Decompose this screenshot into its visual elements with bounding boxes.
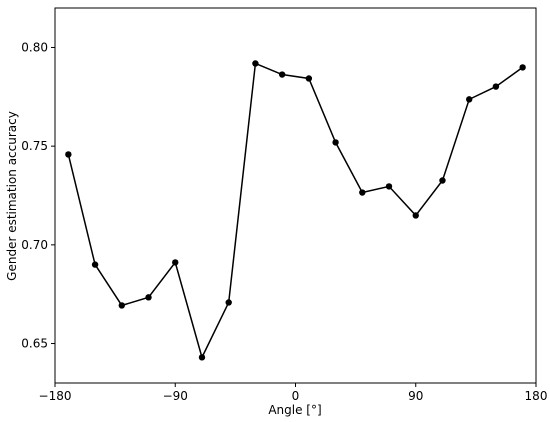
point [91, 261, 99, 268]
point [305, 75, 313, 82]
point [172, 259, 179, 266]
y-tick-label: 0.80 [21, 40, 48, 54]
x-tick-label: 0 [292, 389, 300, 403]
point [198, 354, 206, 361]
y-tick-label: 0.75 [21, 139, 48, 153]
line [67, 62, 524, 360]
x-axis-label: Angle [°] [268, 403, 321, 417]
point [65, 151, 72, 158]
x-tick-label: 90 [408, 389, 423, 403]
x-tick-label: −90 [163, 389, 188, 403]
point [465, 96, 473, 103]
point [439, 177, 446, 184]
point [492, 83, 500, 90]
x-tick-label: 180 [525, 389, 548, 403]
point [412, 212, 419, 219]
point [385, 183, 393, 190]
y-tick-label: 0.65 [21, 337, 48, 351]
y-axis-label: Gender estimation accuracy [5, 111, 19, 281]
plot-frame [54, 7, 537, 384]
point [145, 294, 152, 301]
x-tick-label: −180 [39, 389, 72, 403]
point [225, 299, 232, 306]
point [278, 71, 286, 78]
y-tick-label: 0.70 [21, 238, 48, 252]
point [332, 139, 339, 146]
point [519, 64, 526, 71]
point [252, 60, 259, 67]
point [359, 189, 366, 196]
point [118, 302, 126, 309]
